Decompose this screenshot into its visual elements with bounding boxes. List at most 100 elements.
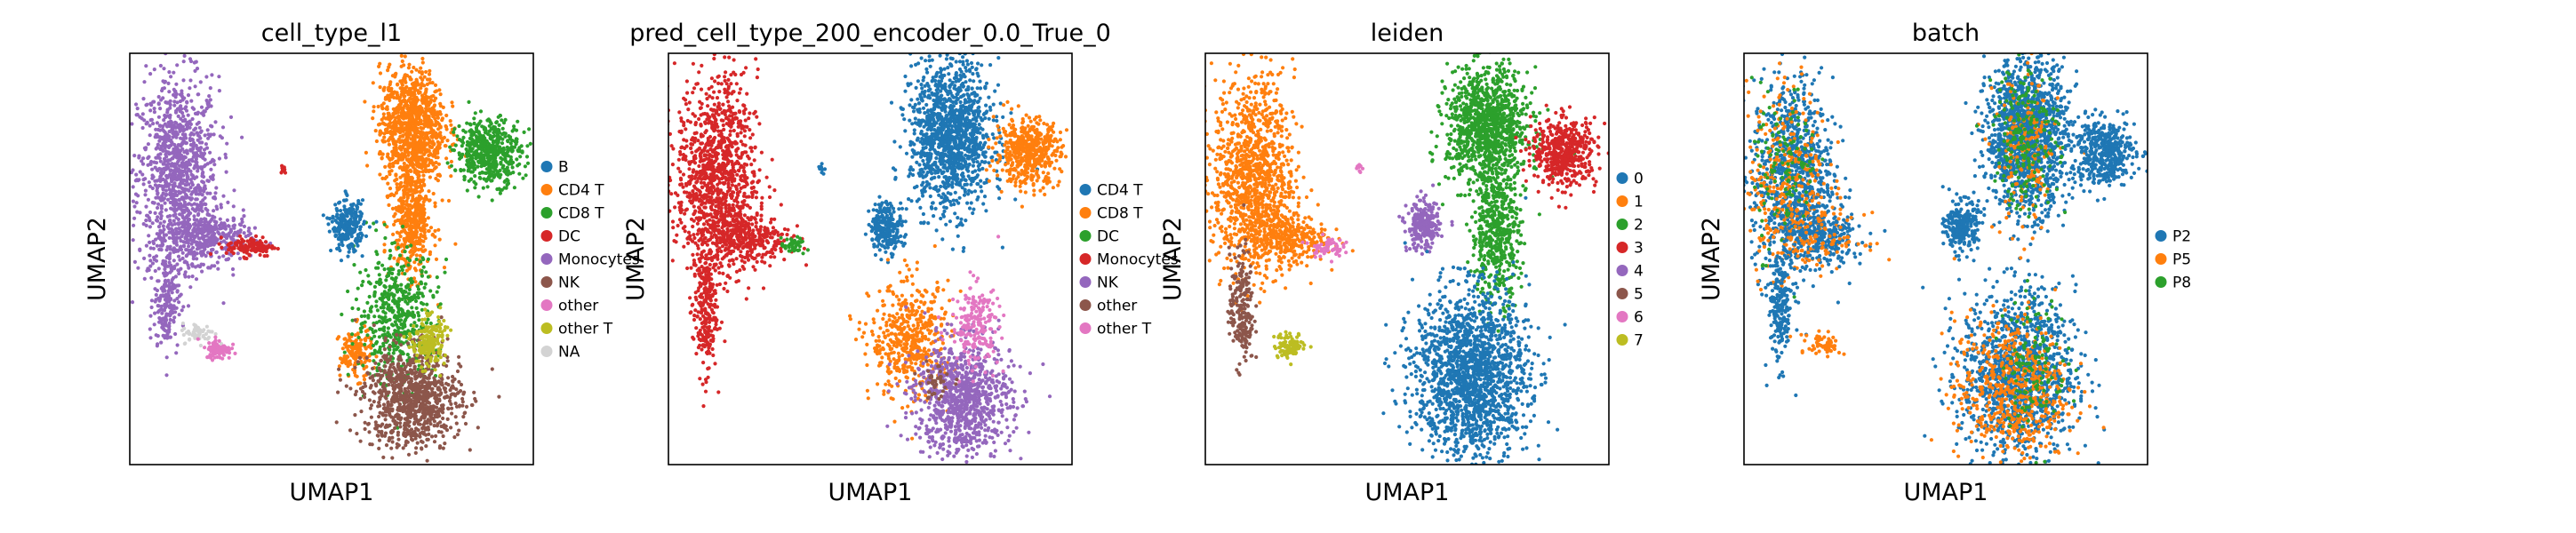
data-point bbox=[134, 172, 139, 177]
data-point bbox=[165, 197, 171, 202]
data-point bbox=[172, 162, 177, 166]
data-point bbox=[156, 279, 161, 283]
data-point bbox=[340, 235, 345, 240]
data-point bbox=[209, 123, 213, 128]
data-point bbox=[503, 168, 508, 172]
data-point bbox=[422, 84, 427, 88]
data-point bbox=[152, 322, 156, 327]
data-point bbox=[438, 302, 443, 306]
data-point bbox=[363, 360, 367, 364]
data-point bbox=[167, 260, 172, 265]
data-point bbox=[358, 238, 363, 243]
data-point bbox=[483, 136, 487, 140]
data-point bbox=[431, 295, 436, 299]
data-point bbox=[180, 196, 184, 201]
data-point bbox=[390, 149, 395, 154]
data-point bbox=[472, 116, 476, 121]
data-point bbox=[408, 100, 413, 105]
data-point bbox=[325, 216, 330, 220]
data-point bbox=[380, 176, 385, 180]
data-point bbox=[368, 282, 372, 286]
data-point bbox=[391, 131, 396, 136]
data-point bbox=[195, 131, 199, 135]
data-point bbox=[407, 62, 412, 67]
data-point bbox=[358, 270, 363, 274]
data-point bbox=[366, 274, 371, 278]
data-point bbox=[166, 158, 171, 163]
data-point bbox=[387, 138, 391, 142]
data-point bbox=[383, 314, 388, 320]
data-point bbox=[221, 194, 226, 198]
data-point bbox=[414, 257, 419, 262]
data-point bbox=[159, 203, 164, 208]
data-point bbox=[391, 351, 396, 355]
data-point bbox=[207, 341, 212, 346]
data-point bbox=[237, 222, 243, 227]
data-point bbox=[162, 86, 166, 91]
data-point bbox=[188, 235, 193, 239]
data-point bbox=[382, 290, 387, 294]
data-point bbox=[206, 136, 211, 140]
data-point bbox=[453, 143, 458, 147]
data-point bbox=[436, 139, 440, 144]
data-point bbox=[172, 219, 176, 223]
data-point bbox=[403, 330, 407, 334]
data-point bbox=[175, 297, 180, 301]
data-point bbox=[365, 300, 370, 305]
data-point bbox=[224, 251, 228, 255]
data-point bbox=[144, 243, 148, 248]
data-point bbox=[459, 169, 463, 173]
data-point bbox=[394, 173, 398, 178]
data-point bbox=[220, 221, 224, 226]
data-point bbox=[144, 204, 148, 209]
data-point bbox=[350, 332, 355, 337]
data-point bbox=[410, 312, 414, 317]
data-point bbox=[321, 213, 325, 218]
data-point bbox=[520, 150, 524, 155]
data-point bbox=[500, 126, 505, 131]
data-point bbox=[141, 97, 146, 101]
data-point bbox=[260, 235, 265, 240]
data-point bbox=[390, 241, 395, 246]
data-point bbox=[399, 322, 404, 327]
data-point bbox=[180, 251, 185, 255]
data-point bbox=[204, 324, 209, 329]
data-point bbox=[134, 102, 139, 107]
data-point bbox=[251, 243, 255, 249]
data-point bbox=[181, 60, 186, 64]
data-point bbox=[140, 162, 146, 166]
data-point bbox=[374, 354, 379, 359]
data-point bbox=[501, 153, 506, 157]
data-point bbox=[181, 244, 187, 249]
data-point bbox=[173, 171, 178, 176]
data-point bbox=[428, 226, 434, 230]
data-point bbox=[330, 219, 334, 224]
data-point bbox=[229, 250, 234, 254]
data-point bbox=[177, 185, 181, 189]
data-point bbox=[171, 129, 175, 133]
data-point bbox=[399, 180, 404, 185]
data-point bbox=[338, 227, 342, 232]
data-point bbox=[487, 129, 492, 133]
panel-title: cell_type_l1 bbox=[261, 20, 402, 47]
data-point bbox=[388, 249, 392, 253]
data-point bbox=[220, 356, 225, 361]
data-point bbox=[404, 176, 408, 180]
data-point bbox=[396, 297, 402, 301]
data-point bbox=[168, 314, 172, 318]
data-point bbox=[431, 93, 436, 99]
data-point bbox=[255, 242, 260, 246]
data-point bbox=[353, 223, 357, 227]
data-point bbox=[404, 222, 409, 227]
data-point bbox=[421, 257, 426, 262]
data-point bbox=[153, 268, 157, 274]
data-point bbox=[432, 149, 436, 154]
data-point bbox=[396, 303, 401, 307]
data-point bbox=[468, 123, 473, 127]
data-point bbox=[353, 368, 357, 373]
data-point bbox=[198, 230, 203, 235]
data-point bbox=[183, 227, 188, 232]
data-point bbox=[349, 345, 354, 349]
data-point bbox=[434, 155, 438, 160]
data-point bbox=[132, 259, 137, 264]
